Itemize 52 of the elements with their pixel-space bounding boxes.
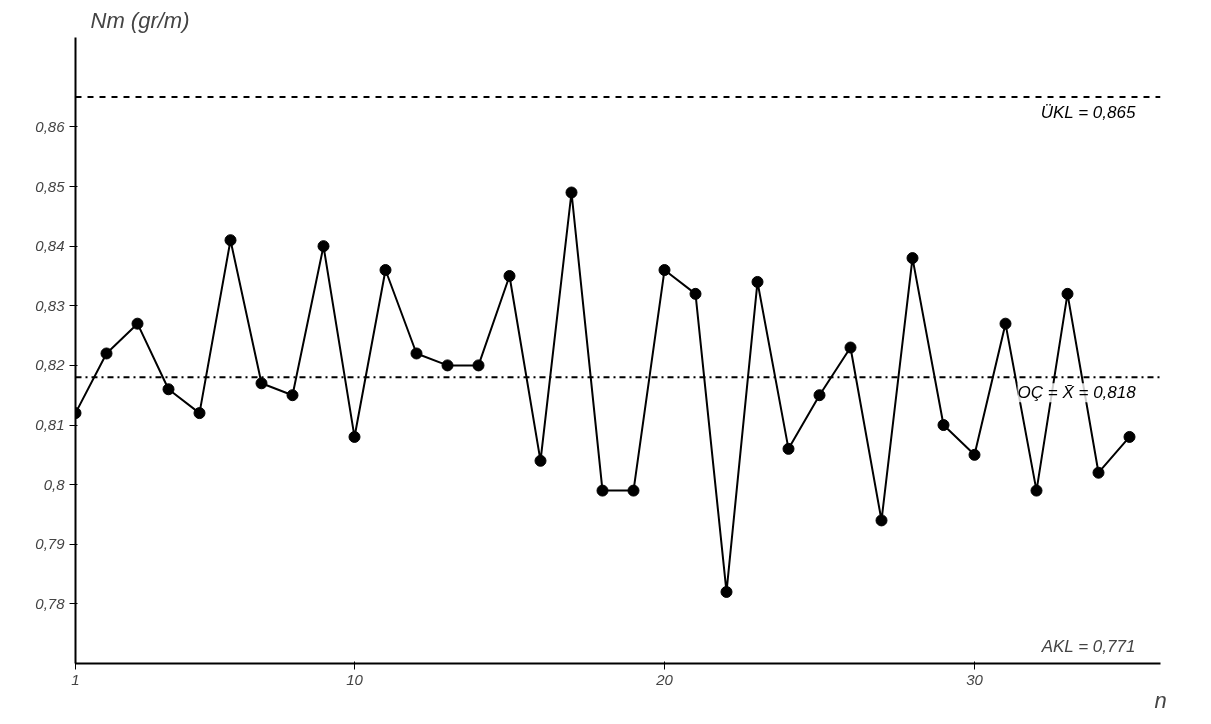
point <box>565 186 578 199</box>
x-tick-label: 1 <box>71 670 80 688</box>
point <box>813 389 826 402</box>
point <box>410 347 423 360</box>
y-axis-title: Nm (gr/m) <box>90 7 190 33</box>
point <box>627 484 640 497</box>
x-tick-label: 20 <box>655 670 674 688</box>
x-axis-title: n <box>1154 687 1167 713</box>
point <box>1061 287 1074 300</box>
point <box>100 347 113 360</box>
point <box>782 442 795 455</box>
point <box>1092 466 1105 479</box>
point <box>751 275 764 288</box>
point <box>503 269 516 282</box>
point <box>937 419 950 432</box>
point <box>472 359 485 372</box>
point <box>255 377 268 390</box>
point <box>131 317 144 330</box>
y-tick-label: 0,79 <box>35 535 66 553</box>
y-tick-label: 0,78 <box>35 594 66 612</box>
y-tick-label: 0,86 <box>35 117 66 135</box>
y-tick-label: 0,84 <box>35 237 65 255</box>
y-tick-label: 0,81 <box>35 416 65 434</box>
y-tick-label: 0,85 <box>35 177 66 195</box>
ref-line-label: OÇ = X̄ = 0,818 <box>1017 383 1137 403</box>
point <box>689 287 702 300</box>
point <box>906 252 919 265</box>
point <box>596 484 609 497</box>
point <box>317 240 330 253</box>
point <box>1030 484 1043 497</box>
point <box>441 359 454 372</box>
point <box>658 264 671 276</box>
point <box>1123 430 1136 443</box>
point <box>875 514 888 527</box>
y-tick-label: 0,8 <box>43 475 66 493</box>
ref-line-label: ÜKL = 0,865 <box>1040 103 1136 123</box>
point <box>162 383 175 396</box>
point <box>844 341 857 354</box>
y-tick-label: 0,82 <box>35 356 66 374</box>
point <box>534 454 547 467</box>
point <box>348 430 361 443</box>
y-tick-label: 0,83 <box>35 296 66 314</box>
point <box>379 264 392 276</box>
x-tick-label: 10 <box>346 670 364 688</box>
point <box>999 317 1012 330</box>
point <box>193 407 206 420</box>
x-tick-label: 30 <box>966 670 984 688</box>
point <box>286 389 299 402</box>
point <box>720 585 733 598</box>
point <box>968 448 981 461</box>
annotation: AKL = 0,771 <box>1040 636 1136 656</box>
point <box>224 234 237 247</box>
